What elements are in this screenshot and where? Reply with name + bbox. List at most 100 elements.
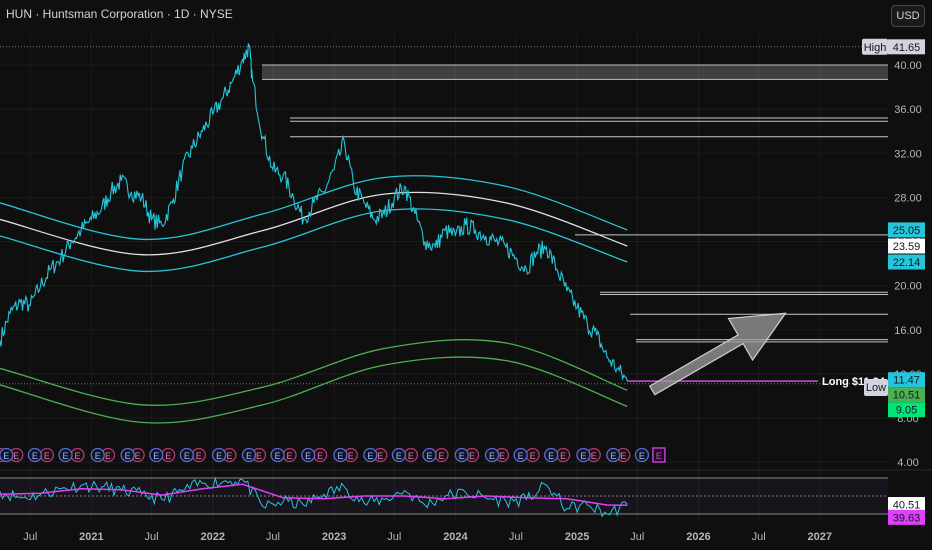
price-series [0,43,628,382]
rsi-ma-line [0,483,628,507]
time-tick-label: Jul [23,531,37,543]
earnings-marker-label: E [367,451,373,461]
dividend-marker-label: E [74,451,80,461]
earnings-marker-label: E [459,451,465,461]
earnings-marker [0,447,14,463]
rsi-value-label: 40.51 [893,500,921,512]
price-tick-label: 36.00 [894,104,922,116]
earnings-marker-label: E [639,451,645,461]
earnings-marker-label: E [153,451,159,461]
upcoming-earnings-marker [652,447,666,463]
time-tick-label: Jul [509,531,523,543]
price-value-label: 41.65 [893,42,921,54]
earnings-marker-label: E [580,451,586,461]
price-tick-label: 40.00 [894,60,922,72]
dividend-marker-label: E [226,451,232,461]
low-label: Low [866,382,886,394]
time-tick-label: 2022 [201,531,225,543]
earnings-marker-label: E [489,451,495,461]
price-tick-label: 32.00 [894,148,922,160]
price-tick-label: 20.00 [894,281,922,293]
earnings-marker [211,447,227,463]
dividend-marker-label: E [530,451,536,461]
earnings-markers: E E E E E E E E E E E E E E E E E E E E EE E E E E E E E E E E E E E E E E E E… [0,447,666,463]
earnings-marker-label: E [62,451,68,461]
time-tick-label: Jul [145,531,159,543]
earnings-marker-label: E [95,451,101,461]
time-tick-label: 2021 [79,531,103,543]
time-tick-label: Jul [630,531,644,543]
earnings-marker-label: E [32,451,38,461]
earnings-marker-label: E [3,451,9,461]
dividend-marker-label: E [408,451,414,461]
price-value-box [888,222,925,238]
earnings-marker [301,447,316,463]
dividend-marker-label: E [196,451,202,461]
time-tick-label: Jul [752,531,766,543]
time-tick-label: Jul [266,531,280,543]
time-axis: Jul 2021 Jul 2022 Jul 2023 Jul 2024 Jul 2025 Jul 20… [23,531,832,543]
price-value-box [888,238,925,254]
projection-arrow [648,312,787,396]
green-lower-line [0,356,628,424]
dividend-marker-label: E [591,451,597,461]
grid [0,30,932,522]
rsi-line [0,476,628,518]
dividend-marker-label: E [499,451,505,461]
price-value-label: 11.47 [893,375,920,387]
price-value-label: 23.59 [893,241,921,253]
earnings-marker [241,447,257,463]
earnings-marker [606,447,621,463]
earnings-marker [634,447,650,463]
earnings-marker [149,447,164,463]
earnings-marker-label: E [275,451,281,461]
earnings-marker [484,447,500,463]
price-tick-label: 16.00 [894,325,922,337]
dividend-marker-label: E [44,451,50,461]
price-axis: 40.0036.0032.0028.0024.0020.0016.0012.00… [862,38,925,525]
earnings-marker [576,447,591,463]
price-value-label: 25.05 [893,225,921,237]
earnings-marker-label: E [518,451,524,461]
earnings-marker-label: E [305,451,311,461]
earnings-marker [513,447,528,463]
channel-upper-line [0,175,628,241]
earnings-marker [363,447,378,463]
dividend-marker-label: E [560,451,566,461]
time-tick-label: 2023 [322,531,346,543]
earnings-marker-label: E [216,451,222,461]
price-value-box [888,254,925,270]
currency-button[interactable]: USD [891,5,925,27]
price-value-box [888,39,925,55]
earnings-marker [391,447,407,463]
resistance-zone [262,65,888,80]
earnings-marker-label: E [396,451,402,461]
price-value-label: 9.05 [896,405,917,417]
dividend-marker-label: E [348,451,354,461]
dividend-marker-label: E [165,451,171,461]
time-tick-label: Jul [387,531,401,543]
high-tag-box [862,38,888,55]
rsi-pane [0,476,888,518]
dividend-marker-label: E [105,451,111,461]
time-tick-label: 2025 [565,531,589,543]
price-value-box [888,387,925,403]
earnings-marker [27,447,43,463]
rsi-value-label: 39.63 [893,512,921,524]
time-tick-label: 2026 [686,531,710,543]
dividend-marker-label: E [287,451,293,461]
symbol-title: HUN · Huntsman Corporation · 1D · NYSE [6,7,233,21]
high-tag-label: High [864,42,887,54]
earnings-marker [58,447,73,463]
dividend-marker-label: E [317,451,323,461]
earnings-marker-label: E [125,451,131,461]
earnings-marker-label: E [184,451,190,461]
price-tick-label: 4.00 [897,457,918,469]
channel-mid-line [0,191,628,256]
time-tick-label: 2024 [443,531,468,543]
earnings-marker-label: E [548,451,554,461]
dividend-marker-label: E [469,451,475,461]
